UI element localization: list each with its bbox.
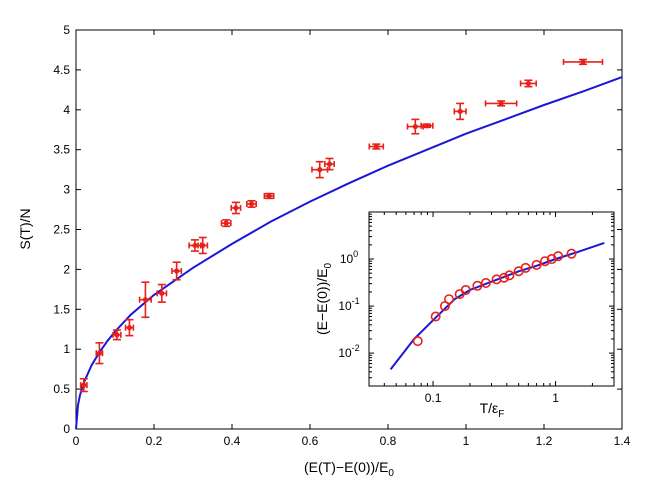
main-data-point [484, 100, 518, 107]
main-y-tick-label: 2.5 [53, 223, 70, 237]
main-y-tick-label: 0.5 [53, 382, 70, 396]
inset-x-tick-label: 1 [552, 391, 559, 405]
inset-y-tick-label: 10-1 [338, 296, 359, 313]
main-data-point [230, 201, 242, 215]
main-y-axis-label: S(T)/N [17, 208, 33, 249]
main-y-tick-label: 3.5 [53, 143, 70, 157]
main-y-tick-label: 0 [63, 422, 70, 436]
main-y-tick-label: 4 [63, 103, 70, 117]
main-y-tick-label: 1.5 [53, 302, 70, 316]
main-x-tick-label: 0.2 [146, 434, 163, 448]
main-theory-line [75, 76, 623, 430]
main-y-tick-label: 5 [63, 23, 70, 37]
inset-data-point [539, 256, 550, 267]
inset-data-point [553, 251, 564, 262]
main-experiment-series [79, 58, 604, 393]
main-data-point [112, 329, 122, 341]
main-x-tick-label: 0.4 [224, 434, 241, 448]
main-data-point [156, 283, 168, 303]
main-data-point [368, 143, 385, 150]
main-y-ticks: 0 0.5 1 1.5 2 2.5 3 3.5 4 4.5 5 [53, 23, 622, 436]
main-y-tick-label: 1 [63, 342, 70, 356]
inset-data-point [531, 259, 542, 270]
main-x-tick-label: 0 [73, 434, 80, 448]
main-x-axis-label-subscript: 0 [388, 468, 394, 479]
main-data-point [562, 58, 604, 66]
main-x-ticks: 0 0.2 0.4 0.6 0.8 1 1.2 1.4 [73, 30, 631, 448]
main-data-point [311, 160, 329, 179]
inset-data-point [504, 270, 515, 281]
inset-data-point [520, 262, 531, 273]
inset-data-point [499, 272, 510, 283]
main-y-tick-label: 4.5 [53, 63, 70, 77]
main-data-point [246, 199, 257, 208]
main-data-point [324, 157, 335, 171]
inset-plot-frame [368, 211, 615, 387]
inset-data-point [430, 311, 441, 322]
inset-data-point [460, 284, 471, 295]
main-theory-series [75, 76, 623, 430]
inset-axes: 0.1 1 10-2 10-1 100 T/εF (E−E(0))/E0 [314, 211, 615, 420]
inset-y-axis-label-subscript: 0 [323, 263, 334, 269]
main-data-point [95, 342, 104, 365]
main-x-tick-label: 0.6 [302, 434, 319, 448]
inset-background [369, 212, 614, 386]
main-data-point [263, 192, 275, 200]
inset-data-point [566, 248, 577, 259]
inset-data-point [444, 294, 455, 305]
inset-x-axis-label: T/εF [480, 400, 505, 420]
main-data-point [79, 377, 88, 393]
main-data-point [453, 102, 467, 121]
inset-data-point [472, 280, 483, 291]
main-data-point [171, 261, 183, 281]
inset-x-axis-label-subscript: F [498, 409, 504, 420]
main-data-point [420, 122, 434, 129]
main-y-tick-label: 3 [63, 183, 70, 197]
inset-x-tick-label: 0.1 [425, 391, 442, 405]
main-data-point [220, 219, 232, 228]
inset-experiment-series [412, 248, 577, 347]
main-axes: 0 0.2 0.4 0.6 0.8 1 1.2 1.4 0 0.5 1 1.5 2 2.5 3 3.5 4 4.… [17, 23, 631, 479]
main-y-tick-label: 2 [63, 262, 70, 276]
main-x-tick-label: 1 [463, 434, 470, 448]
inset-data-point [412, 336, 423, 347]
main-data-point [197, 236, 209, 255]
inset-data-point [480, 277, 491, 288]
main-x-axis-label: (E(T)−E(0))/E0 [304, 459, 394, 479]
inset-y-tick-label: 10-2 [338, 343, 359, 360]
main-data-point [138, 281, 153, 319]
main-x-tick-label: 1.4 [614, 434, 631, 448]
main-data-point [519, 79, 538, 88]
main-x-tick-label: 0.8 [380, 434, 397, 448]
main-data-point [124, 318, 135, 337]
inset-y-axis-label: (E−E(0))/E0 [314, 263, 334, 336]
main-x-tick-label: 1.2 [536, 434, 553, 448]
inset-y-tick-label: 100 [340, 249, 358, 266]
